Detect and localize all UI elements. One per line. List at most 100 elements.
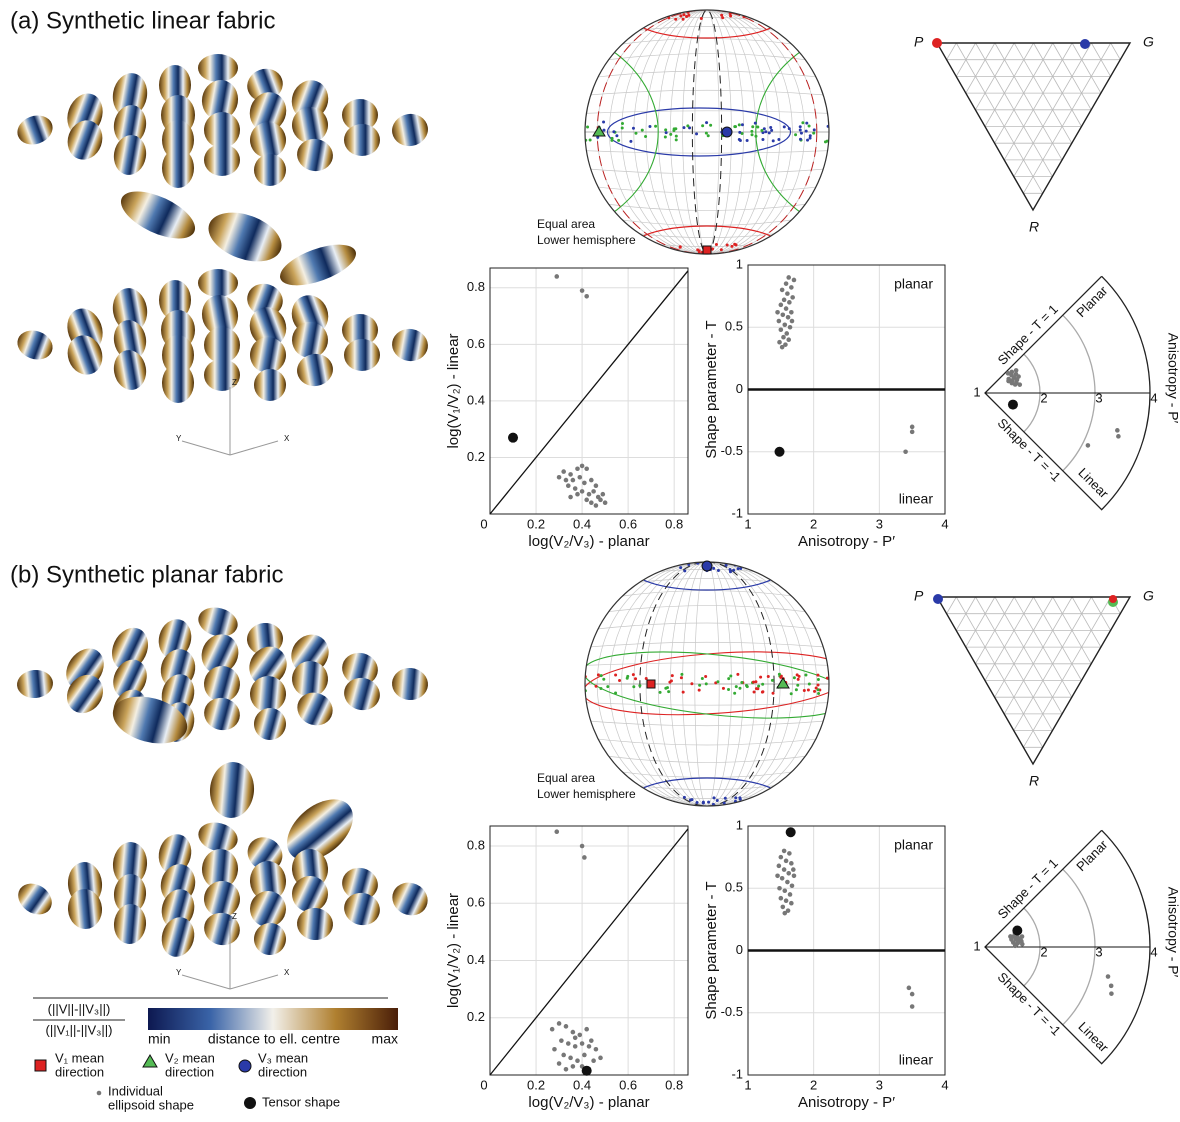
direction-point xyxy=(719,248,723,252)
ellipsoid xyxy=(201,634,239,674)
cone xyxy=(633,777,781,806)
ellipsoid xyxy=(113,904,147,944)
ternary-frame xyxy=(935,596,1132,766)
cone xyxy=(585,651,829,716)
data-point xyxy=(784,331,790,336)
r-tick-label: 2 xyxy=(1040,390,1047,405)
axis-triad xyxy=(181,974,231,990)
ellipsoid xyxy=(159,280,191,320)
direction-point xyxy=(761,682,765,686)
direction-point xyxy=(674,17,678,21)
direction-point xyxy=(686,124,690,128)
direction-point xyxy=(674,134,678,138)
direction-point xyxy=(738,130,742,134)
direction-point xyxy=(615,134,619,138)
ellipsoid xyxy=(297,138,333,172)
direction-point xyxy=(695,132,699,136)
data-point xyxy=(787,892,793,897)
data-point xyxy=(577,474,583,480)
ellipsoid xyxy=(287,799,353,861)
data-point xyxy=(600,491,606,497)
direction-point xyxy=(807,124,811,128)
ellipsoid xyxy=(112,627,148,671)
triad-label: Z xyxy=(232,378,237,387)
ellipsoid xyxy=(204,112,240,148)
direction-point xyxy=(707,800,711,804)
data-point xyxy=(563,477,569,483)
direction-point xyxy=(806,688,810,692)
data-point xyxy=(565,1041,571,1046)
parallel xyxy=(585,577,829,592)
triad-label: Y xyxy=(176,434,182,443)
data-point xyxy=(589,500,594,505)
direction-point xyxy=(599,674,603,678)
direction-point xyxy=(704,682,708,686)
ellipsoid xyxy=(17,669,53,699)
direction-point xyxy=(682,126,686,130)
legend-label: Tensor shape xyxy=(262,1094,340,1109)
direction-point xyxy=(667,690,671,694)
x-tick-label: 0 xyxy=(480,516,487,531)
ellipsoid xyxy=(344,892,380,926)
data-point xyxy=(785,291,790,296)
ternary-grid xyxy=(1071,42,1102,94)
direction-point xyxy=(779,675,783,679)
ellipsoids xyxy=(17,607,428,957)
ternary-label: P xyxy=(914,588,924,604)
direction-point xyxy=(644,135,648,139)
ellipsoid xyxy=(250,676,286,712)
triad-label: Z xyxy=(232,912,237,921)
parallel xyxy=(585,737,829,746)
ternary-label: G xyxy=(1143,588,1154,604)
direction-point xyxy=(753,121,757,125)
ellipsoid xyxy=(208,212,282,262)
data-point xyxy=(1019,938,1024,944)
direction-point xyxy=(816,673,820,677)
ternary-point xyxy=(932,38,942,48)
stereonet xyxy=(585,562,829,806)
direction-point xyxy=(664,802,668,806)
direction-point xyxy=(729,674,733,678)
direction-point xyxy=(679,676,683,680)
r-tick-label: 1 xyxy=(973,384,980,399)
direction-point xyxy=(796,677,800,681)
data-point xyxy=(783,342,788,347)
direction-point xyxy=(771,691,775,695)
ellipsoid xyxy=(67,120,103,160)
ellipsoid xyxy=(254,708,286,740)
data-point xyxy=(791,867,796,872)
data-point xyxy=(582,855,587,860)
ellipsoid xyxy=(162,363,194,403)
data-point xyxy=(775,873,780,879)
data-point xyxy=(598,497,603,503)
y-tick-label: 0.5 xyxy=(725,880,743,895)
tensor-point xyxy=(508,432,519,443)
y-tick-label: 0 xyxy=(736,942,743,957)
direction-point xyxy=(746,252,750,254)
direction-point xyxy=(792,676,796,680)
direction-point xyxy=(750,133,754,137)
data-point xyxy=(579,1041,585,1046)
direction-point xyxy=(699,17,703,21)
direction-point xyxy=(817,692,821,696)
parallel xyxy=(585,168,829,175)
ellipsoid xyxy=(209,762,255,818)
direction-point xyxy=(752,690,756,694)
direction-point xyxy=(733,242,737,246)
panel-title: (a) Synthetic linear fabric xyxy=(10,7,275,34)
direction-point xyxy=(760,690,764,694)
direction-point xyxy=(727,688,731,692)
ellipsoid xyxy=(201,849,239,889)
tensor-point xyxy=(785,827,796,838)
data-point xyxy=(598,1055,603,1061)
ellipsoid xyxy=(113,320,147,360)
direction-point xyxy=(614,673,618,677)
direction-point xyxy=(804,129,808,133)
ellipsoid xyxy=(342,99,378,131)
direction-point xyxy=(700,677,704,681)
data-point xyxy=(591,489,596,494)
direction-point xyxy=(685,14,689,18)
data-point xyxy=(790,295,795,300)
direction-point xyxy=(777,138,781,142)
ternary-grid xyxy=(984,596,1034,681)
